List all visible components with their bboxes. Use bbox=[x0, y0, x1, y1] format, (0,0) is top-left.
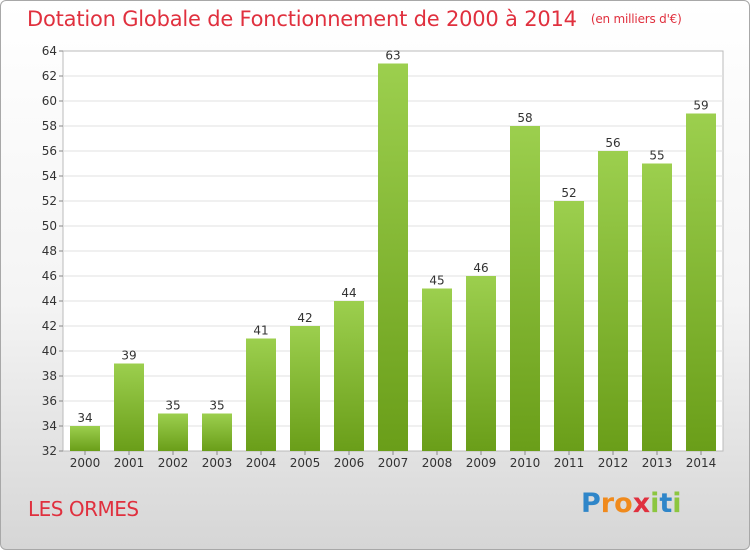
y-tick-label: 40 bbox=[42, 344, 57, 358]
logo-letter: i bbox=[672, 488, 682, 519]
bar-2010 bbox=[510, 126, 540, 451]
bar-value-label: 56 bbox=[605, 136, 620, 150]
logo-letter: x bbox=[632, 488, 651, 519]
x-tick-label: 2003 bbox=[202, 456, 233, 470]
bar-value-label: 35 bbox=[209, 399, 224, 413]
y-tick-label: 44 bbox=[42, 294, 57, 308]
y-tick-label: 38 bbox=[42, 369, 57, 383]
logo-letter: t bbox=[659, 488, 673, 519]
bar-2005 bbox=[290, 326, 320, 451]
bars: 34 39 35 35 41 42 44 63 45 46 58 52 56 55 59 bbox=[70, 49, 716, 451]
bar-value-label: 58 bbox=[517, 111, 532, 125]
x-tick-label: 2004 bbox=[246, 456, 277, 470]
y-tick-label: 32 bbox=[42, 444, 57, 458]
y-tick-label: 34 bbox=[42, 419, 57, 433]
y-axis-ticks: 32 34 36 38 40 42 44 46 48 50 52 54 56 58 60 62 64 bbox=[42, 44, 63, 458]
bar-value-label: 63 bbox=[385, 49, 400, 63]
x-tick-label: 2013 bbox=[642, 456, 673, 470]
x-axis-ticks: 2000 2001 2002 2003 2004 2005 2006 2007 2008 2009… bbox=[70, 451, 717, 470]
bar-value-label: 59 bbox=[693, 99, 708, 113]
x-tick-label: 2001 bbox=[114, 456, 145, 470]
y-tick-label: 42 bbox=[42, 319, 57, 333]
bar-value-label: 42 bbox=[297, 311, 312, 325]
bar-value-label: 41 bbox=[253, 324, 268, 338]
logo-letter: i bbox=[650, 488, 660, 519]
bar-2013 bbox=[642, 163, 672, 451]
x-tick-label: 2010 bbox=[510, 456, 541, 470]
x-tick-label: 2000 bbox=[70, 456, 101, 470]
x-tick-label: 2006 bbox=[334, 456, 365, 470]
bar-2007 bbox=[378, 63, 408, 451]
bar-2000 bbox=[70, 426, 100, 451]
y-tick-label: 50 bbox=[42, 219, 57, 233]
x-tick-label: 2007 bbox=[378, 456, 409, 470]
x-tick-label: 2002 bbox=[158, 456, 189, 470]
proxiti-logo: Proxiti bbox=[581, 488, 682, 519]
bar-2011 bbox=[554, 201, 584, 451]
x-tick-label: 2009 bbox=[466, 456, 497, 470]
y-tick-label: 64 bbox=[42, 44, 57, 58]
bar-2004 bbox=[246, 338, 276, 451]
y-tick-label: 58 bbox=[42, 119, 57, 133]
x-tick-label: 2008 bbox=[422, 456, 453, 470]
bar-2009 bbox=[466, 276, 496, 451]
y-tick-label: 62 bbox=[42, 69, 57, 83]
bar-2006 bbox=[334, 301, 364, 451]
x-tick-label: 2011 bbox=[554, 456, 585, 470]
y-tick-label: 54 bbox=[42, 169, 57, 183]
logo-letter: o bbox=[614, 488, 633, 519]
y-tick-label: 36 bbox=[42, 394, 57, 408]
bar-value-label: 46 bbox=[473, 261, 488, 275]
chart-title-text: Dotation Globale de Fonctionnement de 20… bbox=[27, 7, 577, 31]
bar-value-label: 55 bbox=[649, 149, 664, 163]
chart-title: Dotation Globale de Fonctionnement de 20… bbox=[27, 7, 682, 31]
bar-value-label: 52 bbox=[561, 186, 576, 200]
bar-2002 bbox=[158, 413, 188, 451]
chart-subtitle: (en milliers d'€) bbox=[590, 12, 682, 26]
bar-value-label: 35 bbox=[165, 399, 180, 413]
commune-name: LES ORMES bbox=[28, 497, 139, 521]
y-tick-label: 46 bbox=[42, 269, 57, 283]
y-tick-label: 48 bbox=[42, 244, 57, 258]
y-tick-label: 56 bbox=[42, 144, 57, 158]
bar-value-label: 44 bbox=[341, 286, 356, 300]
y-tick-label: 52 bbox=[42, 194, 57, 208]
logo-letter: r bbox=[600, 488, 615, 519]
bar-2001 bbox=[114, 363, 144, 451]
bar-value-label: 45 bbox=[429, 274, 444, 288]
bar-2008 bbox=[422, 288, 452, 451]
bar-value-label: 39 bbox=[121, 349, 136, 363]
x-tick-label: 2014 bbox=[686, 456, 717, 470]
bar-2012 bbox=[598, 151, 628, 451]
bar-value-label: 34 bbox=[77, 411, 92, 425]
y-tick-label: 60 bbox=[42, 94, 57, 108]
bar-2003 bbox=[202, 413, 232, 451]
logo-letter: P bbox=[581, 488, 601, 519]
x-tick-label: 2005 bbox=[290, 456, 321, 470]
x-tick-label: 2012 bbox=[598, 456, 629, 470]
bar-2014 bbox=[686, 113, 716, 451]
